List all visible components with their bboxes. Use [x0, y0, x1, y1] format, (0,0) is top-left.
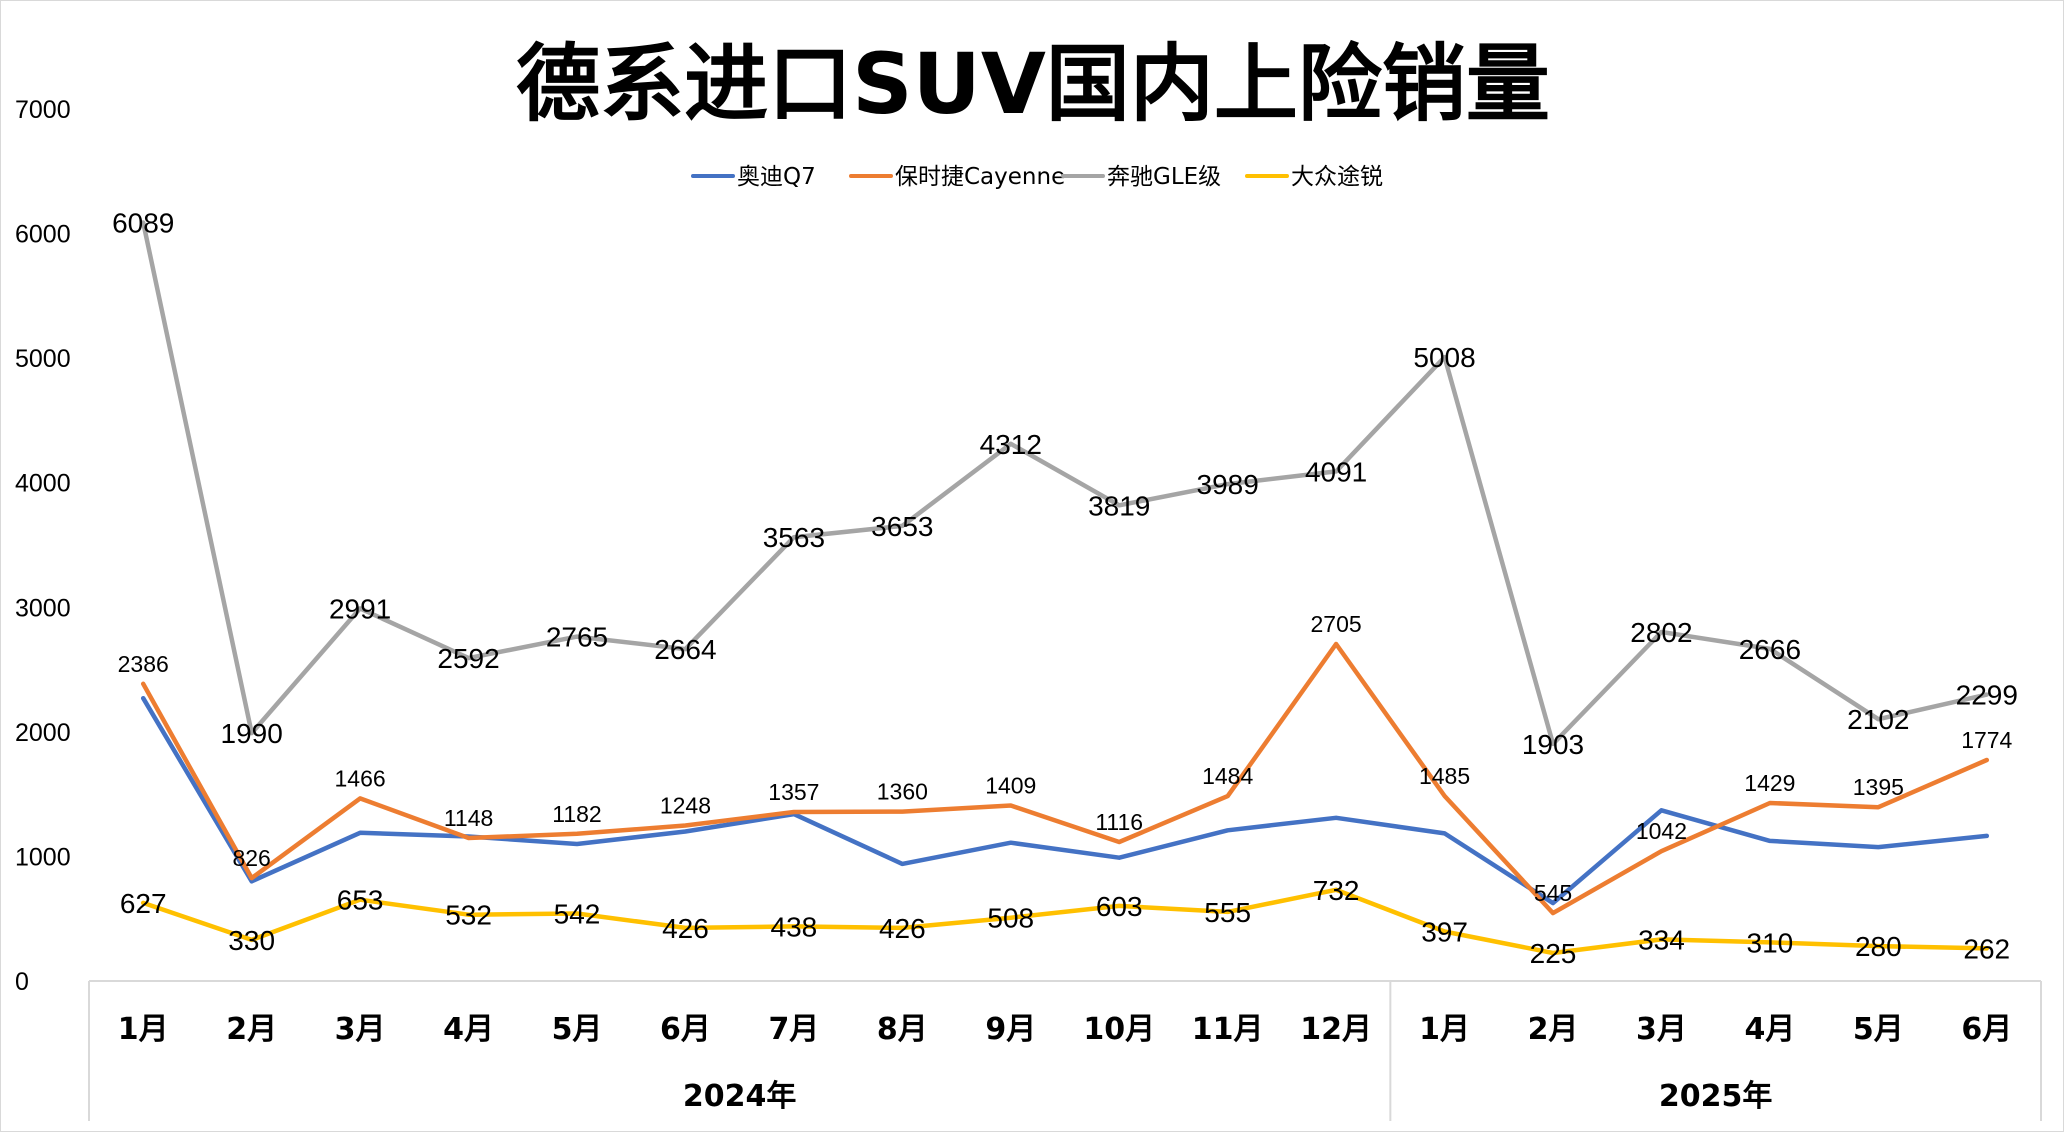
data-label: 1903 — [1522, 729, 1584, 760]
data-label: 508 — [987, 903, 1034, 934]
data-label: 1042 — [1636, 818, 1687, 844]
legend-label: 大众途锐 — [1291, 164, 1383, 190]
data-label: 1360 — [877, 779, 928, 805]
data-label: 1248 — [660, 793, 711, 819]
data-label: 532 — [445, 900, 492, 931]
x-tick-label: 11月 — [1192, 1012, 1264, 1047]
x-tick-label: 5月 — [552, 1012, 603, 1047]
data-label: 426 — [879, 913, 926, 944]
legend-label: 奥迪Q7 — [737, 164, 816, 190]
data-label: 5008 — [1413, 342, 1475, 373]
data-label: 1148 — [444, 805, 493, 831]
x-tick-label: 3月 — [1636, 1012, 1687, 1047]
x-tick-label: 12月 — [1300, 1012, 1372, 1047]
series-line — [140, 641, 1990, 916]
data-label: 426 — [662, 913, 709, 944]
data-label: 2299 — [1956, 680, 2018, 711]
year-group-label: 2024年 — [683, 1079, 797, 1114]
data-label: 1774 — [1961, 727, 2012, 753]
data-label: 6089 — [112, 207, 174, 238]
data-label: 310 — [1747, 927, 1794, 958]
y-axis: 0 1000 2000 3000 4000 5000 6000 7000 — [15, 96, 71, 996]
data-label: 1357 — [768, 779, 819, 805]
x-tick-label: 8月 — [877, 1012, 928, 1047]
legend-label: 保时捷Cayenne — [895, 164, 1065, 190]
chart-title: 德系进口SUV国内上险销量 — [516, 35, 1550, 133]
data-label: 732 — [1313, 875, 1360, 906]
data-label: 545 — [1534, 880, 1572, 906]
data-label: 3653 — [871, 511, 933, 542]
data-label: 542 — [554, 898, 601, 929]
data-label: 603 — [1096, 891, 1143, 922]
data-label: 397 — [1421, 917, 1468, 948]
data-label: 3819 — [1088, 490, 1150, 521]
data-label: 1990 — [221, 718, 283, 749]
x-tick-label: 6月 — [660, 1012, 711, 1047]
data-label: 1409 — [985, 772, 1036, 798]
y-tick-label: 5000 — [15, 345, 71, 373]
data-label: 555 — [1204, 897, 1251, 928]
x-tick-label: 6月 — [1961, 1012, 2012, 1047]
data-label: 2664 — [654, 634, 716, 665]
data-label: 4091 — [1305, 456, 1367, 487]
y-tick-label: 1000 — [15, 843, 71, 871]
data-label: 2991 — [329, 593, 391, 624]
data-label: 2102 — [1847, 704, 1909, 735]
series-line — [140, 220, 1990, 747]
x-tick-label: 2月 — [226, 1012, 277, 1047]
data-label: 2666 — [1739, 634, 1801, 665]
legend: 奥迪Q7 保时捷Cayenne 奔驰GLE级 大众途锐 — [691, 164, 1383, 190]
legend-label: 奔驰GLE级 — [1107, 164, 1221, 190]
data-label: 1116 — [1095, 809, 1143, 835]
data-label: 826 — [232, 845, 270, 871]
data-label: 2386 — [118, 651, 169, 677]
x-tick-label: 7月 — [768, 1012, 819, 1047]
y-tick-label: 0 — [15, 968, 29, 996]
series-line — [140, 887, 1990, 956]
data-label: 3989 — [1197, 469, 1259, 500]
data-label: 1466 — [335, 765, 386, 791]
data-label: 2705 — [1311, 611, 1362, 637]
x-tick-label: 9月 — [985, 1012, 1036, 1047]
y-tick-label: 3000 — [15, 594, 71, 622]
x-tick-label: 5月 — [1853, 1012, 1904, 1047]
data-label: 2765 — [546, 622, 608, 653]
data-label: 653 — [337, 885, 384, 916]
data-label: 1182 — [552, 801, 601, 827]
data-label: 2802 — [1630, 617, 1692, 648]
x-axis: 1月 2月 3月 4月 5月 6月 7月 8月 9月 10月 11月 12月 1月 2月 3月 4月 5月 6月 2… — [88, 980, 2042, 1121]
y-tick-label: 4000 — [15, 470, 71, 498]
series-line — [140, 695, 1990, 906]
x-tick-label: 1月 — [1419, 1012, 1470, 1047]
x-tick-label: 3月 — [335, 1012, 386, 1047]
x-tick-label: 1月 — [118, 1012, 169, 1047]
data-label: 3563 — [763, 522, 825, 553]
x-tick-label: 4月 — [443, 1012, 494, 1047]
data-label: 280 — [1855, 931, 1902, 962]
x-tick-label: 2月 — [1528, 1012, 1579, 1047]
y-tick-label: 2000 — [15, 719, 71, 747]
data-label: 627 — [120, 888, 167, 919]
data-label: 1429 — [1744, 770, 1795, 796]
y-tick-label: 6000 — [15, 221, 71, 249]
data-label: 225 — [1530, 938, 1577, 969]
data-label: 330 — [228, 925, 275, 956]
year-group-label: 2025年 — [1659, 1079, 1773, 1114]
x-tick-label: 4月 — [1744, 1012, 1795, 1047]
y-tick-label: 7000 — [15, 96, 71, 124]
data-label: 1395 — [1853, 774, 1904, 800]
data-label: 262 — [1963, 933, 2010, 964]
data-label: 4312 — [980, 429, 1042, 460]
data-labels: 2386 826 1466 1148 1182 1248 1357 1360 1409 1116 1… — [112, 207, 2018, 968]
x-tick-label: 10月 — [1083, 1012, 1155, 1047]
data-label: 438 — [771, 911, 818, 942]
data-label: 1485 — [1419, 763, 1470, 789]
series-lines — [140, 220, 1990, 956]
data-label: 334 — [1638, 924, 1685, 955]
data-label: 2592 — [437, 643, 499, 674]
data-label: 1484 — [1202, 763, 1253, 789]
